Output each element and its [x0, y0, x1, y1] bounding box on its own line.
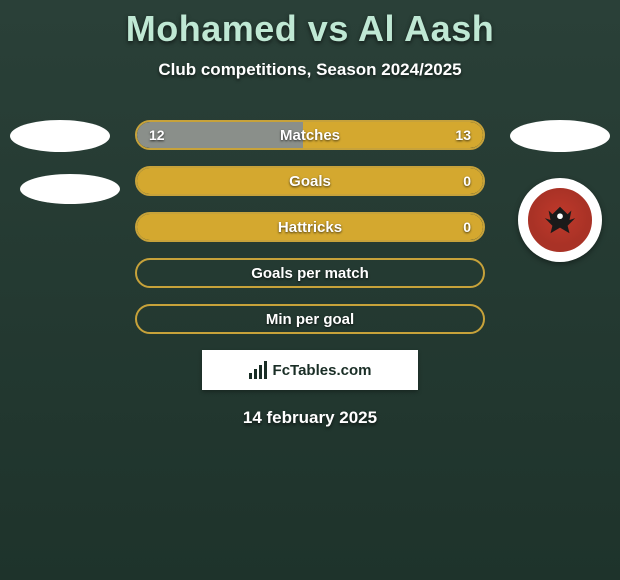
brand-label: FcTables.com — [273, 362, 372, 379]
brand-box: FcTables.com — [202, 350, 418, 390]
page-subtitle: Club competitions, Season 2024/2025 — [0, 60, 620, 80]
date-label: 14 february 2025 — [0, 408, 620, 428]
stats-container: 12 Matches 13 Goals 0 Hattricks 0 Goals per mat… — [0, 120, 620, 428]
stat-row: Goals per match — [135, 258, 485, 288]
stat-row: Min per goal — [135, 304, 485, 334]
stat-row: Goals 0 — [135, 166, 485, 196]
stat-right-value: 0 — [463, 173, 471, 189]
stat-row: 12 Matches 13 — [135, 120, 485, 150]
stat-row: Hattricks 0 — [135, 212, 485, 242]
stat-label: Hattricks — [278, 219, 342, 236]
stat-label: Matches — [280, 127, 340, 144]
stat-right-value: 0 — [463, 219, 471, 235]
stat-label: Goals — [289, 173, 331, 190]
bars-icon — [249, 361, 267, 379]
stats-list: 12 Matches 13 Goals 0 Hattricks 0 Goals per mat… — [135, 120, 485, 334]
stat-right-value: 13 — [455, 127, 471, 143]
stat-label: Min per goal — [266, 311, 354, 328]
stat-label: Goals per match — [251, 265, 369, 282]
stat-left-value: 12 — [149, 127, 165, 143]
page-title: Mohamed vs Al Aash — [0, 0, 620, 50]
